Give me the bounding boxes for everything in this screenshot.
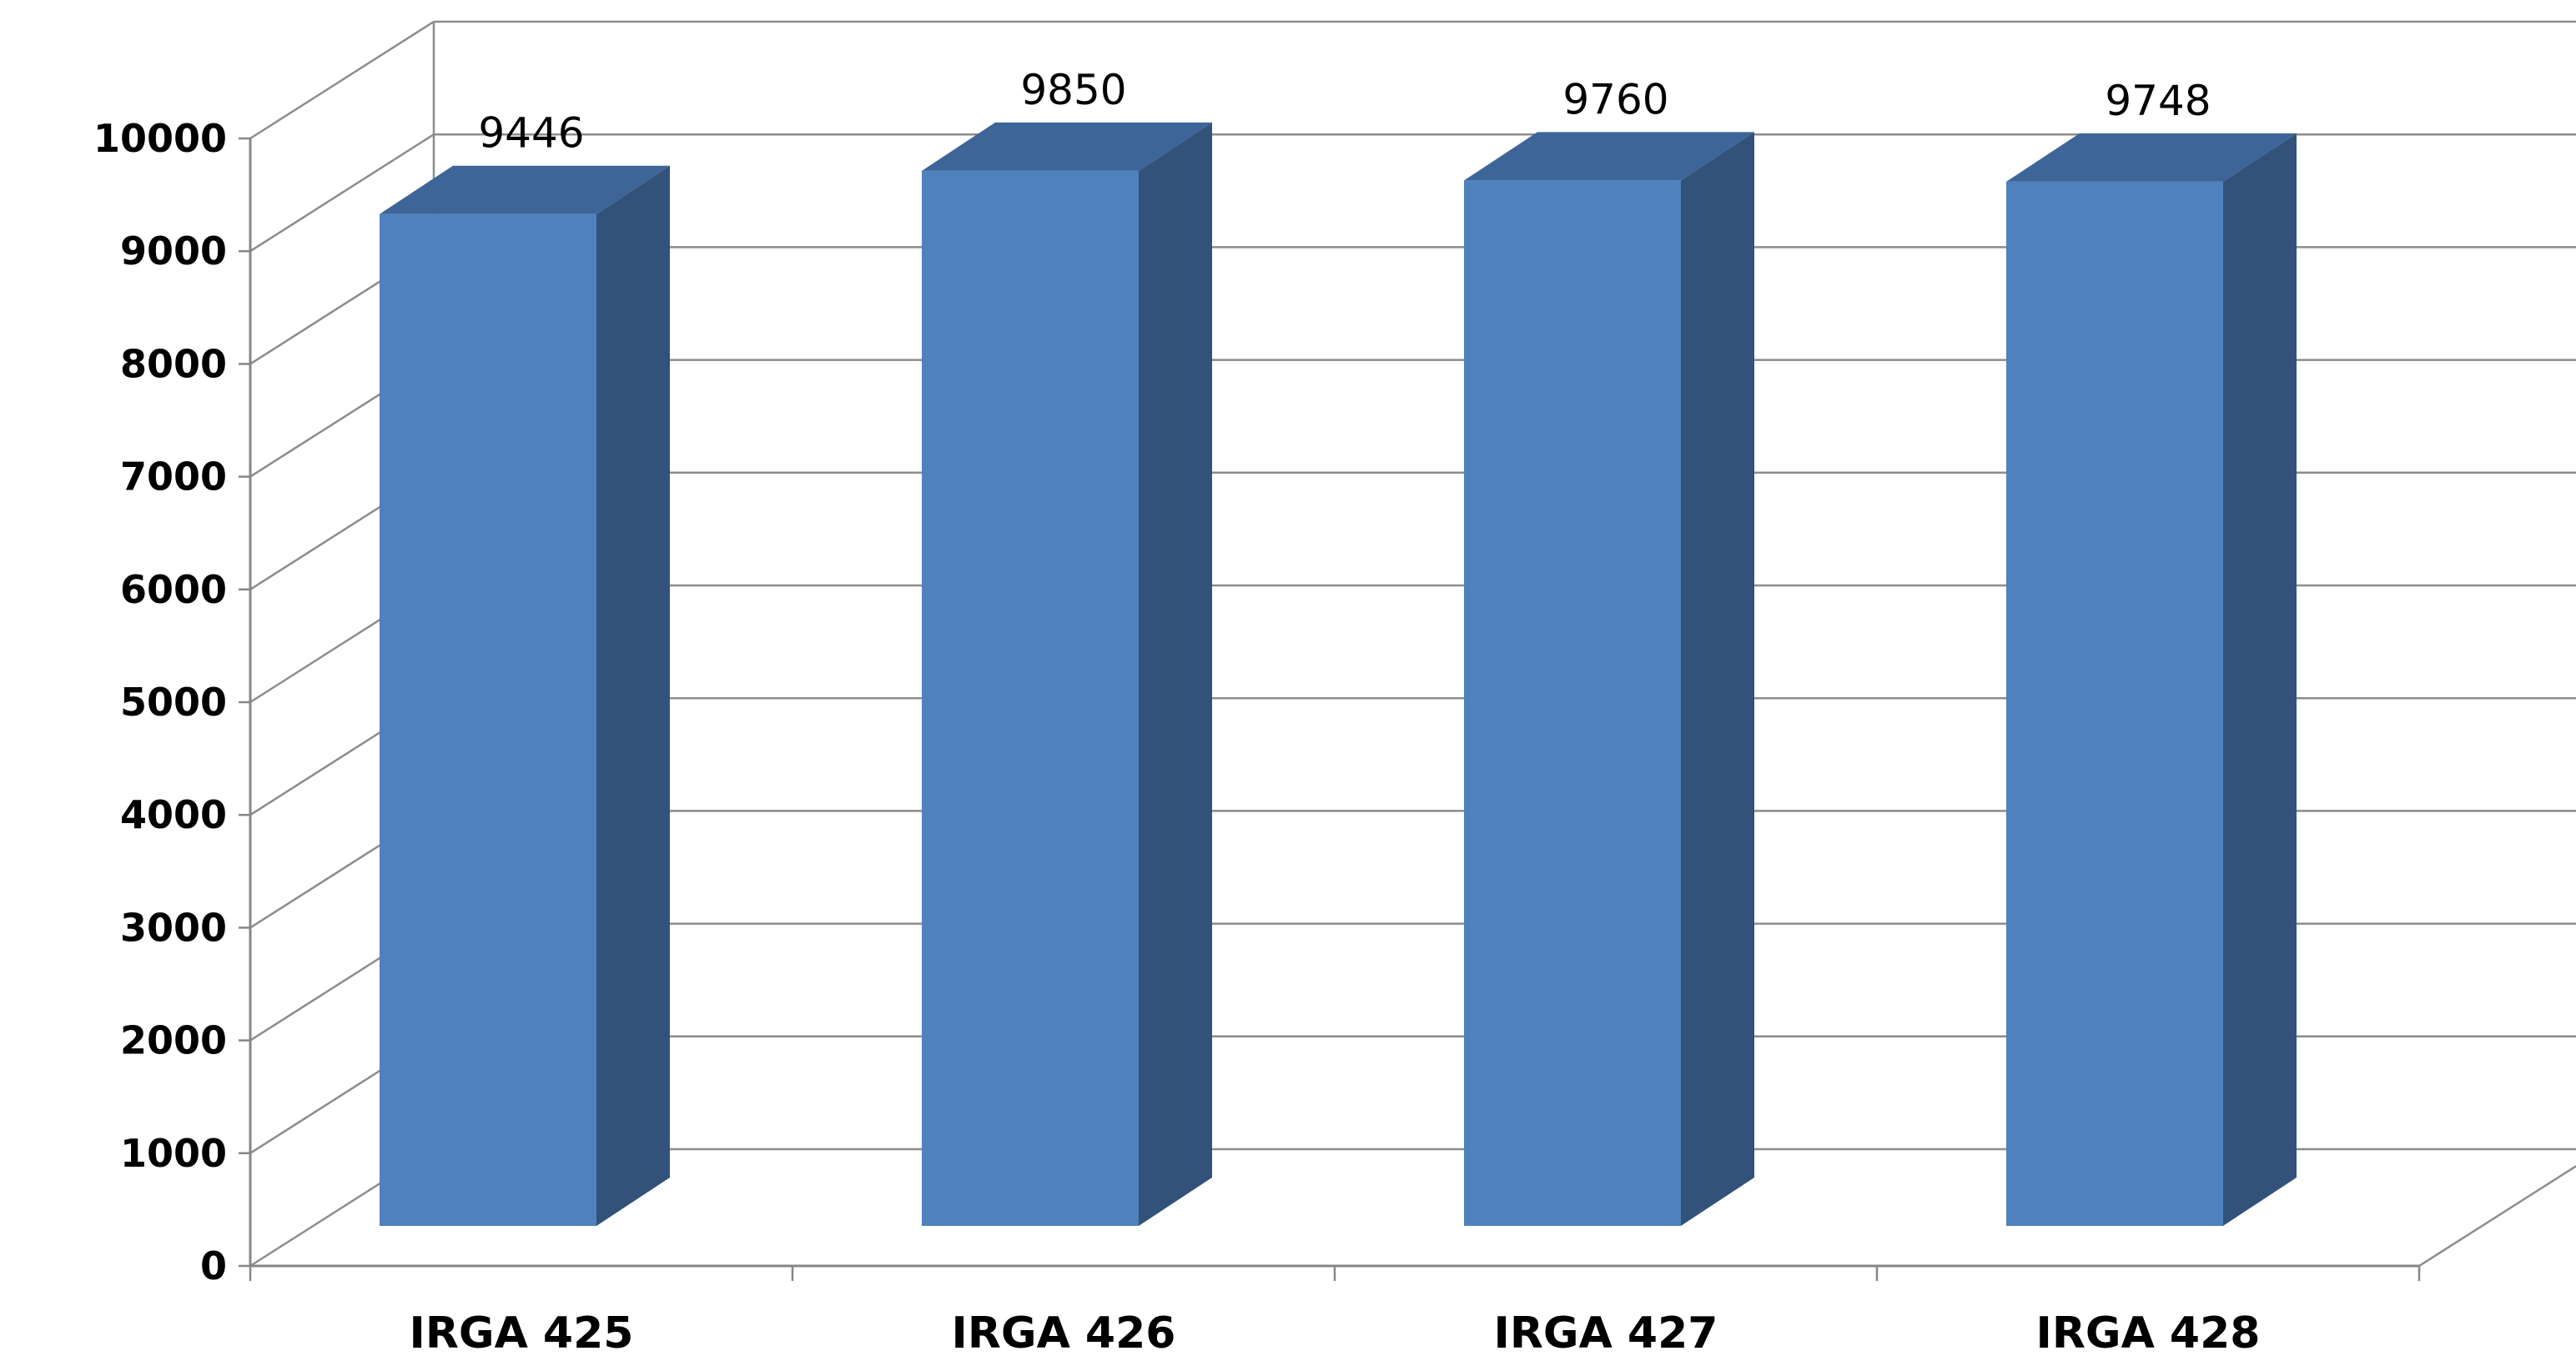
data-label: 9748 <box>2105 77 2211 125</box>
y-axis-tick-labels: 0 1000 2000 3000 4000 5000 6000 7000 8000 9000 100… <box>93 116 227 1288</box>
bar-3 <box>1464 132 1754 1226</box>
y-axis-tick-label: 0 <box>200 1243 227 1288</box>
bar-2 <box>922 122 1212 1226</box>
x-axis-tick-label: IRGA 426 <box>952 1308 1176 1358</box>
bar-top-face <box>922 122 1212 171</box>
x-axis-tick-label: IRGA 427 <box>1494 1308 1718 1358</box>
bar-front-face <box>1464 180 1681 1226</box>
bar-top-face <box>380 165 670 214</box>
y-axis-tick-label: 6000 <box>120 567 227 612</box>
bar-front-face <box>380 213 596 1226</box>
data-label: 9446 <box>478 109 584 158</box>
bar-side-face <box>1681 132 1754 1226</box>
y-axis-tick-label: 2000 <box>120 1018 227 1063</box>
bar-side-face <box>596 165 670 1226</box>
bar-4 <box>2006 133 2297 1227</box>
data-label: 9850 <box>1020 66 1126 114</box>
bar-side-face <box>1139 122 1212 1226</box>
y-axis-tick-label: 8000 <box>120 341 227 386</box>
bar-front-face <box>922 170 1139 1226</box>
x-axis-tick-label: IRGA 425 <box>410 1308 634 1358</box>
y-axis-tick-label: 5000 <box>120 680 227 725</box>
bar-1 <box>380 165 670 1226</box>
y-axis-tick-label: 7000 <box>120 454 227 500</box>
x-axis-tick-labels: IRGA 425 IRGA 426 IRGA 427 IRGA 428 <box>410 1308 2261 1358</box>
bar-top-face <box>2006 133 2297 182</box>
gridline-side <box>249 133 435 253</box>
bars <box>380 122 2297 1227</box>
data-label: 9760 <box>1562 75 1668 123</box>
y-axis-tick-label: 1000 <box>120 1131 227 1176</box>
bar-front-face <box>2006 181 2223 1227</box>
y-axis-tick-label: 3000 <box>120 905 227 950</box>
gridline-side <box>249 20 435 140</box>
y-axis-tick-label: 10000 <box>93 116 227 161</box>
data-labels: 9446 9850 9760 9748 <box>478 66 2211 158</box>
bar-top-face <box>1464 132 1754 181</box>
y-axis-tick-label: 4000 <box>120 792 227 837</box>
y-axis-tick-label: 9000 <box>120 229 227 274</box>
floor-right-edge <box>2418 1165 2576 1268</box>
bar-side-face <box>2223 133 2297 1227</box>
x-axis-tick-label: IRGA 428 <box>2036 1308 2261 1358</box>
